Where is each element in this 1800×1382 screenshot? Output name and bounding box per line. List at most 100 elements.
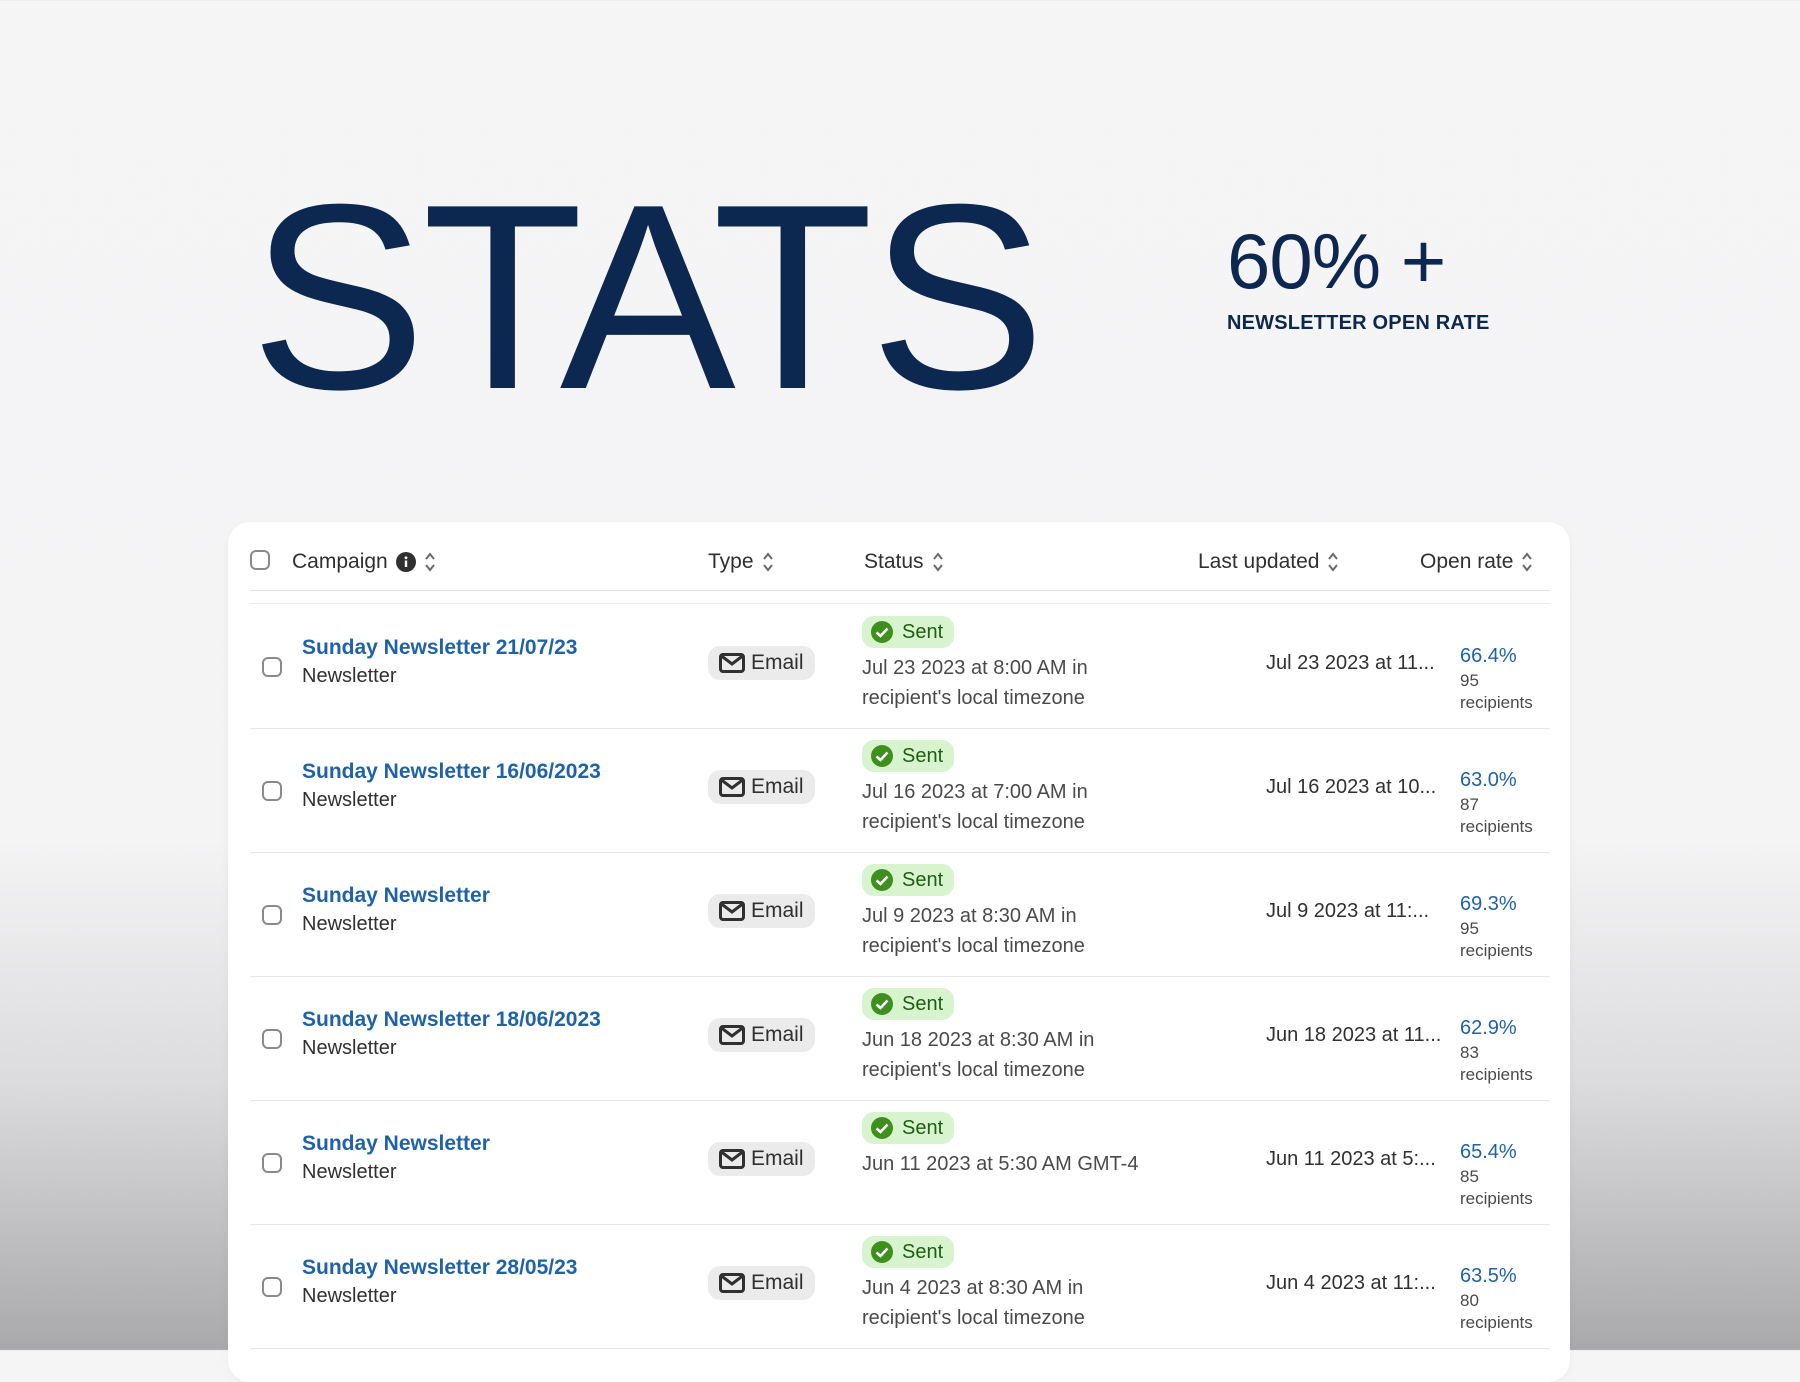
status-badge: Sent <box>862 988 955 1020</box>
recipients-count: 83 recipients <box>1460 1043 1533 1084</box>
sort-icon[interactable] <box>424 551 436 573</box>
open-rate-cell: 63.5% 80 recipients <box>1460 1262 1550 1334</box>
status-cell: Sent Jul 16 2023 at 7:00 AM in recipient'… <box>862 740 1152 837</box>
mail-icon <box>719 1149 745 1169</box>
recipients-count: 87 recipients <box>1460 795 1533 836</box>
campaign-link[interactable]: Sunday Newsletter 28/05/23 <box>302 1256 578 1279</box>
type-badge: Email <box>708 770 815 804</box>
type-badge: Email <box>708 646 815 680</box>
header-status-label: Status <box>864 550 924 573</box>
type-label: Email <box>751 775 804 798</box>
sort-icon[interactable] <box>932 551 944 573</box>
status-cell: Sent Jul 23 2023 at 8:00 AM in recipient'… <box>862 616 1152 713</box>
recipients-count: 95 recipients <box>1460 671 1533 712</box>
campaign-type-label: Newsletter <box>302 1285 397 1307</box>
table-row[interactable]: Sunday Newsletter 18/06/2023 Newsletter Em… <box>250 976 1550 1101</box>
status-badge: Sent <box>862 1236 955 1268</box>
open-rate-value[interactable]: 63.0% <box>1460 769 1517 791</box>
open-rate-cell: 62.9% 83 recipients <box>1460 1014 1550 1086</box>
status-detail: Jun 11 2023 at 5:30 AM GMT-4 <box>862 1153 1139 1175</box>
status-label: Sent <box>902 1240 944 1263</box>
status-badge: Sent <box>862 616 955 648</box>
type-badge: Email <box>708 1266 815 1300</box>
sort-icon[interactable] <box>762 551 774 573</box>
status-label: Sent <box>902 620 944 643</box>
header-status[interactable]: Status <box>864 550 944 574</box>
row-checkbox[interactable] <box>262 657 282 677</box>
table-row[interactable]: Sunday Newsletter 28/05/23 Newsletter Emai… <box>250 1224 1550 1349</box>
status-badge: Sent <box>862 740 955 772</box>
status-detail: Jul 23 2023 at 8:00 AM in recipient's lo… <box>862 657 1088 709</box>
campaign-cell: Sunday Newsletter 18/06/2023 Newsletter <box>302 1006 601 1062</box>
type-label: Email <box>751 1023 804 1046</box>
campaign-link[interactable]: Sunday Newsletter 18/06/2023 <box>302 1008 601 1031</box>
check-circle-icon <box>871 993 893 1015</box>
status-badge: Sent <box>862 864 955 896</box>
last-updated: Jul 9 2023 at 11:... <box>1266 900 1430 922</box>
status-label: Sent <box>902 868 944 891</box>
status-cell: Sent Jun 11 2023 at 5:30 AM GMT-4 <box>862 1112 1152 1179</box>
campaign-type-label: Newsletter <box>302 913 397 935</box>
table-row[interactable]: Sunday Newsletter Newsletter Email Sent Jun … <box>250 1100 1550 1225</box>
header-last-updated-label: Last updated <box>1198 550 1320 573</box>
campaign-cell: Sunday Newsletter Newsletter <box>302 882 490 938</box>
check-circle-icon <box>871 1117 893 1139</box>
status-badge: Sent <box>862 1112 955 1144</box>
header-open-rate[interactable]: Open rate <box>1420 550 1533 574</box>
campaign-link[interactable]: Sunday Newsletter <box>302 884 490 907</box>
header-last-updated[interactable]: Last updated <box>1198 550 1339 574</box>
type-label: Email <box>751 1147 804 1170</box>
recipients-count: 95 recipients <box>1460 919 1533 960</box>
header-type[interactable]: Type <box>708 550 774 574</box>
type-label: Email <box>751 1271 804 1294</box>
row-checkbox[interactable] <box>262 781 282 801</box>
open-rate-value[interactable]: 63.5% <box>1460 1265 1517 1287</box>
header-campaign[interactable]: Campaign <box>292 550 436 574</box>
open-rate-cell: 65.4% 85 recipients <box>1460 1138 1550 1210</box>
mail-icon <box>719 1025 745 1045</box>
open-rate-value[interactable]: 69.3% <box>1460 893 1517 915</box>
campaign-link[interactable]: Sunday Newsletter 16/06/2023 <box>302 760 601 783</box>
check-circle-icon <box>871 869 893 891</box>
type-label: Email <box>751 899 804 922</box>
table-row[interactable]: Sunday Newsletter 16/06/2023 Newsletter Em… <box>250 728 1550 853</box>
campaign-link[interactable]: Sunday Newsletter 21/07/23 <box>302 636 578 659</box>
check-circle-icon <box>871 745 893 767</box>
row-checkbox[interactable] <box>262 1277 282 1297</box>
info-icon[interactable] <box>395 552 416 572</box>
type-cell: Email <box>708 646 815 680</box>
status-cell: Sent Jul 9 2023 at 8:30 AM in recipient's… <box>862 864 1152 961</box>
open-rate-value[interactable]: 65.4% <box>1460 1141 1517 1163</box>
row-checkbox[interactable] <box>262 905 282 925</box>
last-updated: Jun 11 2023 at 5:... <box>1266 1148 1436 1170</box>
campaign-cell: Sunday Newsletter Newsletter <box>302 1130 490 1186</box>
campaign-cell: Sunday Newsletter 16/06/2023 Newsletter <box>302 758 601 814</box>
row-checkbox[interactable] <box>262 1153 282 1173</box>
last-updated: Jun 18 2023 at 11... <box>1266 1024 1442 1046</box>
status-detail: Jun 18 2023 at 8:30 AM in recipient's lo… <box>862 1029 1095 1081</box>
status-detail: Jul 9 2023 at 8:30 AM in recipient's loc… <box>862 905 1085 957</box>
header-open-rate-label: Open rate <box>1420 550 1514 573</box>
type-badge: Email <box>708 1142 815 1176</box>
sort-icon[interactable] <box>1521 551 1533 573</box>
sort-icon[interactable] <box>1327 551 1339 573</box>
status-label: Sent <box>902 1116 944 1139</box>
table-row[interactable]: Sunday Newsletter Newsletter Email Sent Jul … <box>250 852 1550 977</box>
type-badge: Email <box>708 1018 815 1052</box>
campaign-link[interactable]: Sunday Newsletter <box>302 1132 490 1155</box>
mail-icon <box>719 653 745 673</box>
header-type-label: Type <box>708 550 754 573</box>
status-label: Sent <box>902 992 944 1015</box>
mail-icon <box>719 777 745 797</box>
table-header: Campaign Type Status <box>250 522 1550 604</box>
select-all-checkbox[interactable] <box>250 550 270 570</box>
row-checkbox[interactable] <box>262 1029 282 1049</box>
select-all-checkbox-cell <box>250 550 270 570</box>
open-rate-value[interactable]: 62.9% <box>1460 1017 1517 1039</box>
status-detail: Jul 16 2023 at 7:00 AM in recipient's lo… <box>862 781 1088 833</box>
recipients-count: 85 recipients <box>1460 1167 1533 1208</box>
table-row[interactable]: Sunday Newsletter 21/07/23 Newsletter Emai… <box>250 604 1550 729</box>
last-updated: Jun 4 2023 at 11:... <box>1266 1272 1436 1294</box>
status-label: Sent <box>902 744 944 767</box>
open-rate-value[interactable]: 66.4% <box>1460 645 1517 667</box>
